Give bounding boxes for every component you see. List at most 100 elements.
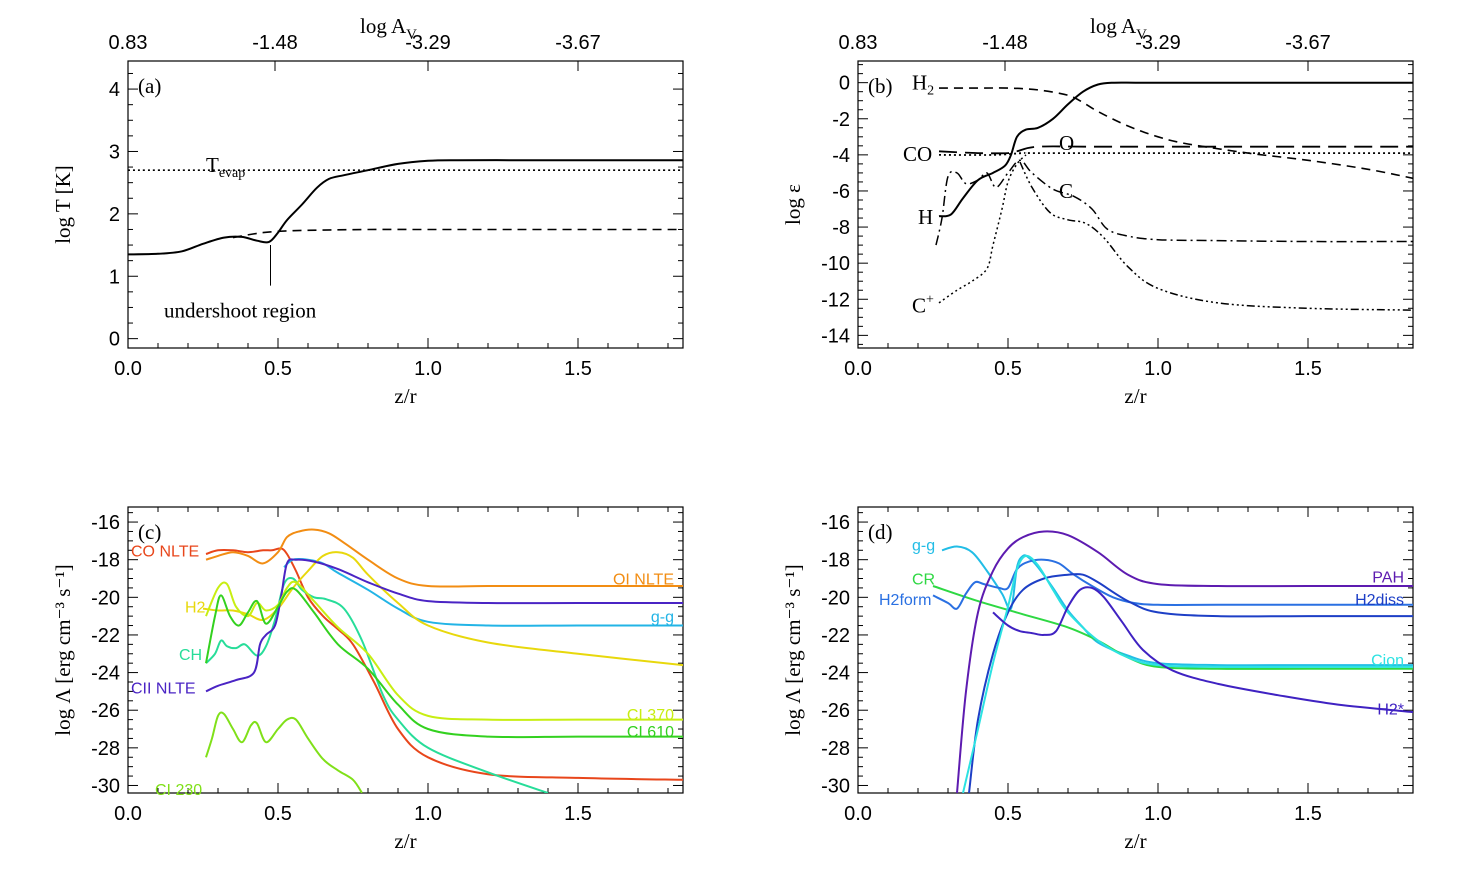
- annotation-label: C: [1059, 179, 1073, 203]
- y-tick-label: -26: [91, 700, 120, 722]
- y-tick-label: -10: [821, 253, 850, 275]
- y-tick-label: -30: [91, 775, 120, 797]
- y-tick-label: -24: [91, 663, 120, 685]
- series-line-oi-nlte: [205, 528, 683, 588]
- series-line-pah: [956, 530, 1413, 793]
- top-axis-tick-label: -3.67: [1285, 32, 1331, 54]
- annotation-text: undershoot region: [164, 299, 317, 323]
- series-group: [935, 81, 1413, 311]
- x-axis-label: z/r: [394, 384, 416, 408]
- annotation-subscript: evap: [219, 166, 245, 181]
- y-tick-label: -20: [91, 587, 120, 609]
- y-tick-label: -6: [832, 181, 850, 203]
- y-tick-label: -16: [91, 512, 120, 534]
- series-line-ci-610: [205, 587, 683, 739]
- panel-label: (b): [868, 74, 893, 98]
- x-tick-label: 1.0: [1144, 803, 1172, 825]
- annotation-text: C: [1059, 179, 1073, 203]
- top-axis-label: log AV: [1090, 14, 1147, 43]
- y-tick-label: -28: [91, 738, 120, 760]
- top-axis-tick-label: 0.83: [109, 32, 148, 54]
- series-label-cion: Cion: [1371, 652, 1404, 669]
- x-tick-label: 0.5: [264, 358, 292, 380]
- series-label-ci-610: CI 610: [627, 724, 674, 741]
- annotation-label: Tevap: [206, 153, 245, 181]
- panel-a-temperature: 0.0 0.5 1.0 1.5 0.83 -1.48 -3.29 -3.67 log AV 0 1 2…: [51, 14, 684, 408]
- plot-frame: [857, 506, 1414, 794]
- y-tick-label: -18: [91, 550, 120, 572]
- panel-label: (a): [138, 74, 161, 98]
- x-tick-label: 1.5: [1294, 803, 1322, 825]
- series-label-cii-nlte: CII NLTE: [131, 681, 196, 698]
- annotation-text: O: [1059, 131, 1074, 155]
- annotation-text: H: [918, 205, 933, 229]
- series-label-ci-370: CI 370: [627, 707, 674, 724]
- y-tick-label: -20: [821, 587, 850, 609]
- x-tick-label: 1.0: [414, 803, 442, 825]
- y-axis-label: log Λ [erg cm⁻³ s⁻¹]: [781, 564, 805, 736]
- annotation-subscript: 2: [927, 84, 934, 99]
- top-axis-tick-label: -3.29: [405, 32, 451, 54]
- annotation-label: H: [918, 205, 933, 229]
- x-tick-label: 0.0: [114, 803, 142, 825]
- annotation-label: CO: [903, 142, 932, 166]
- series-line-h2diss: [968, 573, 1413, 793]
- x-tick-label: 1.5: [564, 358, 592, 380]
- y-tick-label: 4: [109, 79, 120, 101]
- y-tick-label: -24: [821, 663, 850, 685]
- series-group: [128, 159, 683, 256]
- x-tick-label: 0.5: [994, 358, 1022, 380]
- annotation-text: CO: [903, 142, 932, 166]
- y-tick-label: -4: [832, 145, 850, 167]
- panel-d-heating-cooling: 0.0 0.5 1.0 1.5 -16 -18 -20 -22 -24 -26 -28 -30 z/r l…: [781, 506, 1414, 853]
- series-line-h2: [202, 551, 683, 667]
- top-axis-label-main: log A: [360, 14, 407, 38]
- y-tick-label: 3: [109, 141, 120, 163]
- top-axis-tick-label: 0.83: [839, 32, 878, 54]
- top-axis-label-sub: V: [406, 27, 417, 43]
- top-axis-label-main: log A: [1090, 14, 1137, 38]
- y-tick-label: -28: [821, 738, 850, 760]
- series-label-ch: CH: [179, 647, 202, 664]
- series-line-ci-370: [205, 580, 683, 721]
- x-tick-label: 0.5: [264, 803, 292, 825]
- series-line-co: [938, 145, 1413, 155]
- series-group: [202, 528, 683, 793]
- series-group: [932, 530, 1413, 793]
- series-label-pah: PAH: [1372, 570, 1404, 587]
- y-tick-label: -2: [832, 109, 850, 131]
- y-tick-label: -22: [91, 625, 120, 647]
- y-tick-label: -16: [821, 512, 850, 534]
- series-line-ch: [205, 577, 549, 793]
- y-axis-label: log ε: [781, 184, 805, 225]
- series-line-cion: [962, 554, 1413, 793]
- x-axis-label: z/r: [1124, 384, 1146, 408]
- y-tick-label: -14: [821, 325, 850, 347]
- series-label-g-g: g-g: [651, 609, 674, 626]
- top-axis-tick-label: -3.29: [1135, 32, 1181, 54]
- top-axis-tick-label: -1.48: [982, 32, 1028, 54]
- y-tick-label: -18: [821, 550, 850, 572]
- series-line-c: [935, 159, 1413, 246]
- y-tick-label: 0: [839, 73, 850, 95]
- plot-frame: [127, 506, 684, 794]
- y-tick-label: -8: [832, 217, 850, 239]
- annotation-label: H2: [912, 71, 934, 99]
- annotation-label: C+: [912, 293, 934, 318]
- series-label-oi-nlte: OI NLTE: [613, 572, 674, 589]
- x-tick-label: 1.0: [1144, 358, 1172, 380]
- top-axis-label-sub: V: [1136, 27, 1147, 43]
- annotation-superscript: +: [926, 293, 934, 308]
- y-tick-label: 2: [109, 204, 120, 226]
- top-axis-label: log AV: [360, 14, 417, 43]
- x-tick-label: 1.5: [1294, 358, 1322, 380]
- x-axis-label: z/r: [1124, 829, 1146, 853]
- series-label-h2diss: H2diss: [1355, 592, 1404, 609]
- series-label-ci-230: CI 230: [155, 782, 202, 799]
- y-axis-label: log Λ [erg cm⁻³ s⁻¹]: [51, 564, 75, 736]
- x-tick-label: 1.5: [564, 803, 592, 825]
- annotation-text: T: [206, 153, 219, 177]
- series-line-o: [938, 152, 1413, 156]
- series-line-h2form: [932, 558, 1413, 610]
